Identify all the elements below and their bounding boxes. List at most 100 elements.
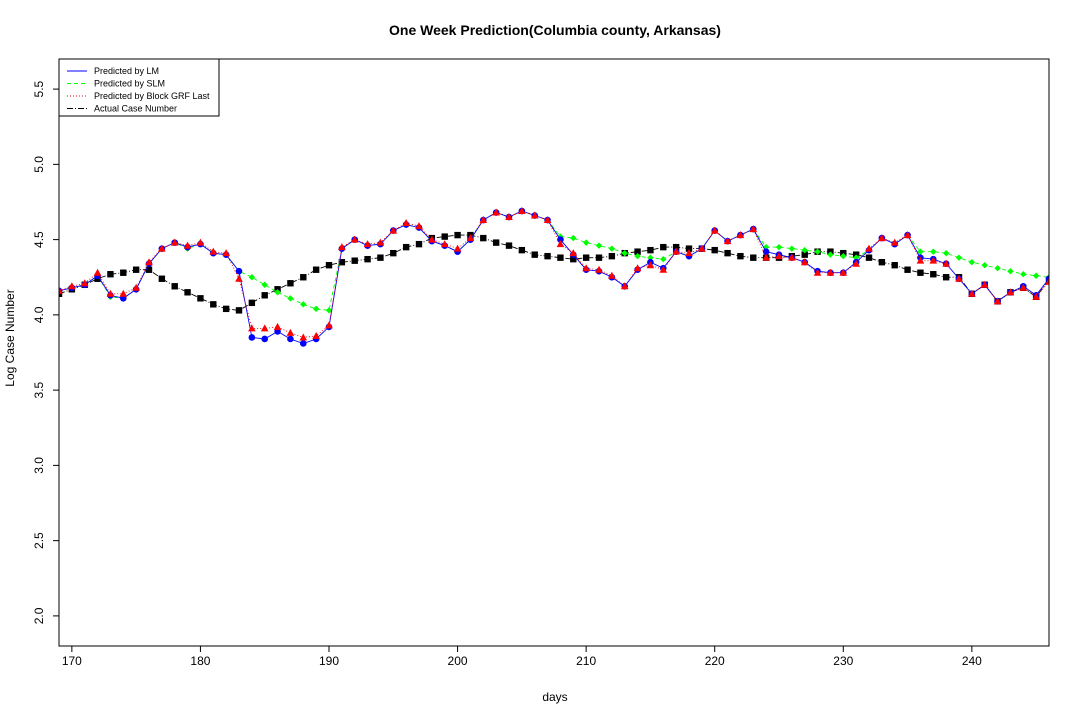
data-point <box>582 264 590 272</box>
data-point <box>878 258 886 266</box>
data-point <box>724 249 731 257</box>
data-point <box>930 248 937 255</box>
axes: 170 180 190 200 210 220 230 240 2.0 2.5 3.0 3.5 4.0 4… <box>32 58 1050 668</box>
data-point <box>312 266 320 273</box>
data-point <box>1007 268 1014 275</box>
data-point <box>646 261 655 269</box>
data-point <box>235 307 243 314</box>
data-point <box>415 240 423 248</box>
data-point <box>119 289 128 297</box>
data-point <box>660 243 667 251</box>
plot-frame <box>58 58 1050 647</box>
data-point <box>376 238 385 246</box>
data-point <box>904 266 911 273</box>
x-tick-label: 190 <box>319 654 339 668</box>
y-tick-label: 2.5 <box>32 532 46 549</box>
y-axis-label: Log Case Number <box>3 289 17 386</box>
data-point <box>235 267 243 275</box>
data-point <box>800 258 809 266</box>
data-point <box>454 231 461 239</box>
data-point <box>659 265 668 273</box>
data-point <box>351 257 358 264</box>
data-point <box>762 253 770 261</box>
data-point <box>595 242 603 249</box>
data-point <box>852 254 860 261</box>
data-point <box>801 251 808 258</box>
data-point <box>1019 283 1028 291</box>
data-point <box>531 251 538 258</box>
data-point <box>363 240 372 248</box>
data-point <box>171 283 178 290</box>
data-point <box>955 274 963 282</box>
data-point <box>750 254 757 261</box>
data-point <box>634 252 641 260</box>
legend-box <box>58 58 220 117</box>
data-point <box>312 331 320 339</box>
data-point <box>106 289 115 297</box>
series-actual-case-number <box>59 231 1049 314</box>
data-point <box>364 255 371 263</box>
data-point <box>762 248 770 255</box>
data-point <box>660 255 667 263</box>
data-point <box>582 239 590 246</box>
data-point <box>184 289 191 296</box>
series-predicted-by-slm <box>59 207 1049 314</box>
data-point <box>222 249 230 257</box>
data-point <box>120 269 127 276</box>
data-point <box>197 295 204 302</box>
data-point <box>1032 272 1040 279</box>
data-point <box>595 254 603 261</box>
data-point <box>68 282 76 290</box>
y-tick-label: 5.5 <box>32 80 46 97</box>
data-point <box>59 290 63 297</box>
x-tick-label: 230 <box>833 654 853 668</box>
data-point <box>466 234 475 242</box>
data-point <box>543 216 552 224</box>
data-point <box>325 321 333 329</box>
data-point <box>274 289 281 296</box>
data-point <box>132 266 140 273</box>
data-point <box>723 237 732 245</box>
data-point <box>440 240 449 248</box>
data-point <box>350 235 359 243</box>
data-point <box>917 269 924 276</box>
data-point <box>300 274 307 281</box>
data-point <box>377 254 384 261</box>
data-point <box>428 235 436 243</box>
data-point <box>557 236 564 243</box>
data-point <box>518 246 526 254</box>
data-point <box>557 254 564 261</box>
x-tick-label: 210 <box>576 654 596 668</box>
data-point <box>929 256 938 264</box>
data-point <box>903 231 912 239</box>
data-point <box>492 239 500 246</box>
data-point <box>685 249 693 257</box>
data-point <box>492 208 500 216</box>
data-point <box>865 254 873 261</box>
data-point <box>672 243 680 251</box>
data-point <box>788 253 796 261</box>
data-point <box>930 271 937 278</box>
data-point <box>338 258 346 266</box>
data-point <box>994 265 1001 272</box>
x-tick-label: 200 <box>448 654 468 668</box>
data-point <box>1045 277 1049 285</box>
x-tick-label: 220 <box>705 654 725 668</box>
data-point <box>299 340 307 347</box>
data-point <box>737 252 744 260</box>
data-point <box>981 262 988 269</box>
data-point <box>917 248 924 255</box>
data-point <box>441 233 448 240</box>
data-point <box>287 280 294 287</box>
data-point <box>801 246 808 254</box>
data-point <box>505 242 513 249</box>
data-point <box>621 249 628 257</box>
y-tick-label: 5.0 <box>32 156 46 173</box>
x-axis-label: days <box>542 690 567 704</box>
data-point <box>248 334 256 341</box>
data-point <box>273 322 282 330</box>
data-point <box>570 255 577 263</box>
data-point <box>402 219 410 227</box>
data-point <box>1032 292 1040 300</box>
